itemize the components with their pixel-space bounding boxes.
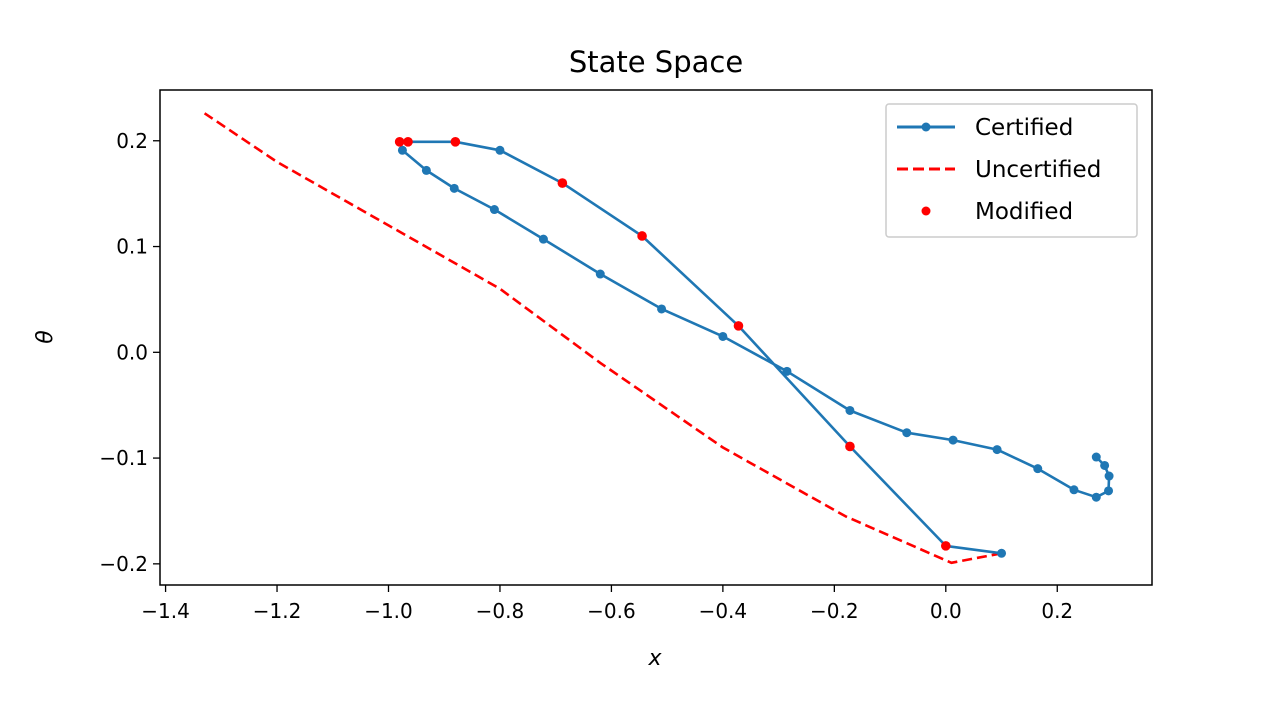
legend-box [885, 103, 1138, 238]
uncertified-series-line [203, 112, 1002, 565]
certified-point [782, 366, 792, 376]
certified-point [657, 304, 667, 314]
modified-point [733, 321, 744, 331]
legend: Certified Uncertified Modified [885, 103, 1138, 238]
axis-ticks: −1.4 −1.2 −1.0 −0.8 −0.6 −0.4 −0.2 0.0 0.2 −0.2 −0… [99, 129, 1073, 623]
y-tick-label: −0.2 [99, 552, 148, 576]
x-tick-label: −1.0 [364, 599, 413, 623]
chart-title: State Space [569, 45, 743, 79]
certified-point [948, 435, 958, 445]
certified-point [902, 428, 912, 438]
x-tick-label: −0.6 [587, 599, 636, 623]
modified-point [637, 231, 647, 241]
certified-point [449, 183, 459, 193]
certified-point [992, 445, 1002, 455]
x-tick-label: −1.2 [253, 599, 302, 623]
x-tick-label: 0.0 [930, 599, 962, 623]
x-axis-label: x [647, 646, 662, 671]
y-tick-label: 0.2 [116, 129, 148, 153]
certified-point [718, 331, 728, 341]
legend-modified-marker [921, 206, 931, 216]
certified-point [489, 205, 499, 215]
legend-modified-label: Modified [975, 199, 1073, 225]
certified-point [397, 145, 407, 155]
x-tick-label: −1.4 [141, 599, 190, 623]
legend-certified-marker [921, 122, 931, 132]
legend-certified-label: Certified [975, 115, 1073, 141]
certified-point [1104, 486, 1114, 496]
certified-point [1104, 471, 1114, 481]
modified-point [940, 541, 951, 551]
modified-point [394, 137, 405, 147]
certified-point [1100, 460, 1110, 470]
y-tick-label: −0.1 [99, 446, 148, 470]
x-tick-label: 0.2 [1041, 599, 1073, 623]
plot-area [203, 112, 1114, 565]
y-tick-label: 0.1 [116, 235, 148, 259]
axes-frame [159, 89, 1153, 586]
modified-point [557, 178, 568, 188]
certified-point [1033, 464, 1043, 474]
modified-point [450, 137, 461, 147]
certified-point [845, 405, 855, 415]
modified-point [845, 441, 855, 452]
certified-point [538, 234, 548, 244]
y-tick-label: 0.0 [116, 340, 148, 364]
certified-point [1091, 452, 1101, 462]
x-tick-label: −0.8 [476, 599, 525, 623]
certified-point [1069, 485, 1079, 495]
certified-point [595, 269, 605, 279]
legend-uncertified-label: Uncertified [975, 157, 1101, 183]
certified-point [495, 145, 505, 155]
x-tick-label: −0.2 [810, 599, 859, 623]
modified-point [403, 137, 413, 147]
certified-point [1091, 492, 1101, 502]
y-axis-label: θ [33, 330, 58, 344]
certified-point [997, 548, 1007, 558]
x-tick-label: −0.4 [699, 599, 748, 623]
certified-point [421, 165, 431, 175]
